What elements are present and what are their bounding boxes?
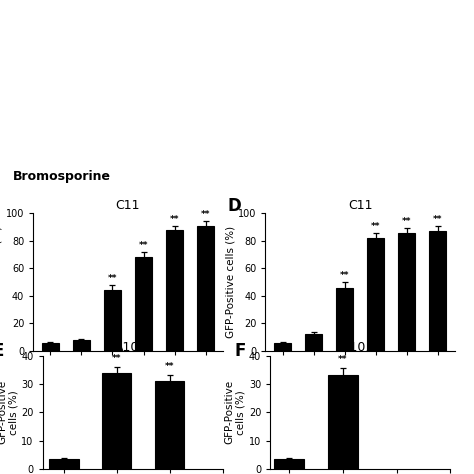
Title: C11: C11 <box>116 199 140 212</box>
Bar <box>49 459 79 469</box>
X-axis label: Concentration (μM): Concentration (μM) <box>78 373 178 383</box>
Text: **: ** <box>170 215 179 224</box>
Text: **: ** <box>112 354 122 363</box>
Text: **: ** <box>108 274 117 283</box>
Bar <box>166 230 183 351</box>
Text: F: F <box>234 342 246 360</box>
Text: **: ** <box>433 215 443 224</box>
Text: **: ** <box>139 241 148 250</box>
Bar <box>398 233 415 351</box>
Text: **: ** <box>201 210 210 219</box>
Text: **: ** <box>340 271 349 280</box>
Text: Bromosporine: Bromosporine <box>13 170 110 183</box>
Bar <box>274 459 304 469</box>
Text: **: ** <box>338 355 347 364</box>
Bar <box>104 290 121 351</box>
Bar <box>336 288 353 351</box>
Bar <box>135 257 152 351</box>
Bar <box>197 226 214 351</box>
Y-axis label: GFP-Positive
cells (%): GFP-Positive cells (%) <box>224 380 246 445</box>
Bar <box>42 343 59 351</box>
Bar <box>73 340 90 351</box>
Y-axis label: GFP-Positive cells (%): GFP-Positive cells (%) <box>0 226 3 338</box>
Bar <box>155 381 184 469</box>
Title: A10.6: A10.6 <box>342 341 378 355</box>
Bar <box>429 231 447 351</box>
Title: C11: C11 <box>348 199 373 212</box>
Y-axis label: GFP-Positive cells (%): GFP-Positive cells (%) <box>225 226 235 338</box>
Bar <box>367 238 384 351</box>
Y-axis label: GFP-Positive
cells (%): GFP-Positive cells (%) <box>0 380 18 445</box>
Text: **: ** <box>402 217 411 226</box>
Text: **: ** <box>165 362 174 371</box>
Bar <box>274 343 291 351</box>
Bar <box>305 334 322 351</box>
Text: D: D <box>228 197 241 215</box>
Text: **: ** <box>371 222 381 231</box>
Bar <box>328 375 357 469</box>
X-axis label: Time (h): Time (h) <box>338 373 382 383</box>
Title: A10.6: A10.6 <box>115 341 151 355</box>
Text: E: E <box>0 342 4 360</box>
Bar <box>102 373 131 469</box>
